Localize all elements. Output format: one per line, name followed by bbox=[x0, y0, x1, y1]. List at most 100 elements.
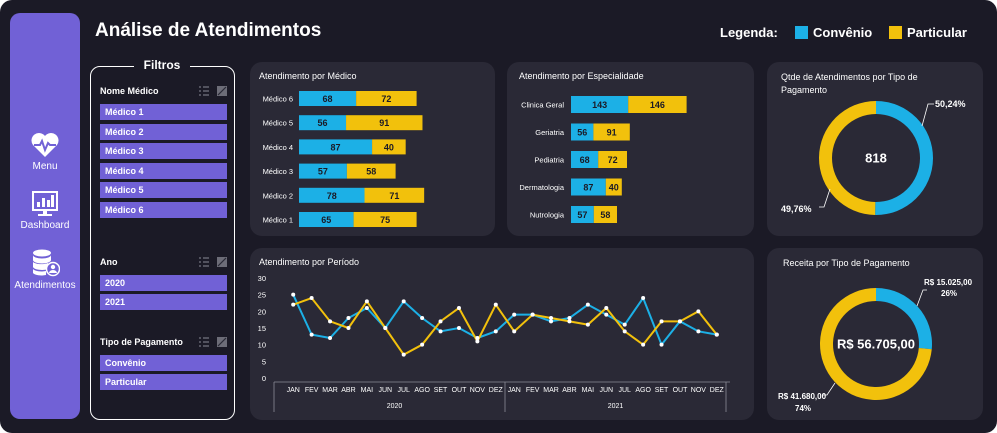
chart-title-receita: Receita por Tipo de Pagamento bbox=[783, 258, 910, 268]
category-label: Geriatria bbox=[535, 128, 565, 137]
data-point bbox=[475, 336, 480, 340]
x-tick-label: OUT bbox=[452, 387, 468, 394]
filter-item-medico-1[interactable]: Médico 1 bbox=[100, 104, 227, 120]
filter-item-medico-3[interactable]: Médico 3 bbox=[100, 143, 227, 159]
x-group-label: 2020 bbox=[387, 403, 403, 410]
data-label-convenio: 143 bbox=[592, 100, 607, 110]
filter-header-pagamento: Tipo de Pagamento bbox=[100, 337, 183, 347]
filter-item-particular[interactable]: Particular bbox=[100, 374, 227, 390]
y-tick-label: 30 bbox=[258, 274, 266, 283]
filter-item-medico-2[interactable]: Médico 2 bbox=[100, 124, 227, 140]
chart-title-medico: Atendimento por Médico bbox=[259, 71, 357, 81]
x-tick-label: DEZ bbox=[489, 387, 504, 394]
slice-percent-convenio: 26% bbox=[941, 289, 957, 298]
category-label: Médico 6 bbox=[263, 95, 293, 104]
multiselect-icon[interactable] bbox=[198, 336, 228, 348]
filter-header-ano: Ano bbox=[100, 257, 118, 267]
chart-especialidade: Clinica Geral 143 146 Geriatria 56 91 Pediatri… bbox=[519, 96, 687, 223]
pie-slice-convenio bbox=[876, 288, 932, 350]
data-label-particular: 72 bbox=[608, 155, 618, 165]
nav-menu-label: Menu bbox=[32, 161, 58, 172]
x-tick-label: NOV bbox=[691, 387, 707, 394]
chart-medico: Médico 6 68 72 Médico 5 56 91 Médico 4 87 40 Médi… bbox=[263, 91, 425, 227]
data-point bbox=[475, 339, 480, 344]
data-point bbox=[291, 292, 296, 297]
data-point bbox=[456, 326, 461, 330]
data-point bbox=[530, 312, 535, 317]
category-label: Médico 4 bbox=[263, 143, 293, 152]
card-atendimento-especialidade: Atendimento por Especialidade Clinica Ge… bbox=[507, 62, 754, 236]
x-tick-label: FEV bbox=[526, 387, 540, 394]
data-point bbox=[456, 306, 461, 310]
filter-item-ano-2021[interactable]: 2021 bbox=[100, 294, 227, 310]
x-tick-label: MAR bbox=[322, 387, 338, 394]
nav-atendimentos-label: Atendimentos bbox=[14, 280, 76, 291]
data-point bbox=[364, 306, 369, 310]
filter-item-medico-5[interactable]: Médico 5 bbox=[100, 182, 227, 198]
data-point bbox=[549, 319, 554, 324]
y-tick-label: 20 bbox=[258, 307, 266, 316]
bar-convenio bbox=[299, 187, 365, 203]
y-tick-label: 15 bbox=[258, 324, 266, 333]
category-label: Nutrologia bbox=[530, 211, 565, 220]
data-point bbox=[420, 342, 425, 347]
filter-item-medico-4[interactable]: Médico 4 bbox=[100, 163, 227, 179]
data-point bbox=[309, 296, 314, 300]
data-point bbox=[622, 322, 627, 327]
category-label: Médico 2 bbox=[263, 191, 293, 200]
legend-item-particular: Particular bbox=[907, 25, 967, 40]
category-label: Pediatria bbox=[534, 156, 564, 165]
x-tick-label: JAN bbox=[287, 387, 300, 394]
data-point bbox=[604, 306, 609, 310]
multiselect-icon[interactable] bbox=[198, 85, 228, 97]
data-label-convenio: 57 bbox=[318, 167, 328, 177]
card-atendimento-periodo: Atendimento por Período 0 5 10 15 20 25 30 JAN F… bbox=[250, 248, 754, 420]
bar-convenio bbox=[571, 178, 606, 196]
slice-label-particular: R$ 41.680,00 bbox=[778, 392, 827, 401]
category-label: Dermatologia bbox=[519, 183, 564, 192]
x-tick-label: ABR bbox=[562, 387, 576, 394]
x-tick-label: JUN bbox=[378, 387, 392, 394]
data-point bbox=[401, 352, 406, 357]
bar-particular bbox=[346, 115, 423, 131]
data-point bbox=[493, 329, 498, 334]
x-tick-label: SET bbox=[655, 387, 669, 394]
x-tick-label: NOV bbox=[470, 387, 486, 394]
nav-menu[interactable]: Menu bbox=[10, 131, 80, 172]
x-tick-label: MAI bbox=[582, 387, 595, 394]
chart-title-qtde: Qtde de Atendimentos por Tipo de Pagamen… bbox=[781, 72, 918, 95]
donut-center-label: 818 bbox=[865, 151, 887, 166]
chart-title-especialidade: Atendimento por Especialidade bbox=[519, 71, 644, 81]
bar-convenio bbox=[571, 96, 629, 113]
data-point bbox=[585, 322, 590, 327]
data-point bbox=[604, 312, 609, 317]
filter-item-convenio[interactable]: Convênio bbox=[100, 355, 227, 371]
filter-item-ano-2020[interactable]: 2020 bbox=[100, 275, 227, 291]
y-tick-label: 5 bbox=[262, 357, 266, 366]
filters-title: Filtros bbox=[134, 58, 190, 72]
data-point bbox=[438, 319, 443, 324]
bar-particular bbox=[346, 163, 396, 179]
chart-receita-pagamento: R$ 56.705,00 R$ 15.025,00 26% R$ 41.680,00 7… bbox=[778, 278, 973, 413]
x-tick-label: AGO bbox=[635, 387, 651, 394]
filter-item-medico-6[interactable]: Médico 6 bbox=[100, 202, 227, 218]
multiselect-icon[interactable] bbox=[198, 256, 228, 268]
data-label-convenio: 56 bbox=[577, 128, 587, 138]
legend-swatch-particular bbox=[889, 26, 902, 39]
data-label-particular: 40 bbox=[609, 183, 619, 193]
slice-label-particular: 49,76% bbox=[781, 204, 812, 214]
bar-convenio bbox=[299, 212, 354, 227]
data-point bbox=[696, 329, 701, 334]
leader-line bbox=[916, 289, 927, 307]
nav-dashboard[interactable]: Dashboard bbox=[10, 190, 80, 231]
heart-pulse-icon bbox=[31, 133, 59, 157]
bar-particular bbox=[372, 139, 406, 155]
data-label-convenio: 87 bbox=[331, 142, 341, 152]
sidebar: Menu Dashboard bbox=[10, 13, 80, 419]
data-label-particular: 58 bbox=[366, 167, 376, 177]
data-label-convenio: 78 bbox=[327, 191, 337, 201]
nav-atendimentos[interactable]: Atendimentos bbox=[10, 248, 80, 291]
data-point bbox=[512, 329, 517, 334]
bar-convenio bbox=[299, 115, 347, 131]
y-tick-label: 0 bbox=[262, 374, 266, 383]
